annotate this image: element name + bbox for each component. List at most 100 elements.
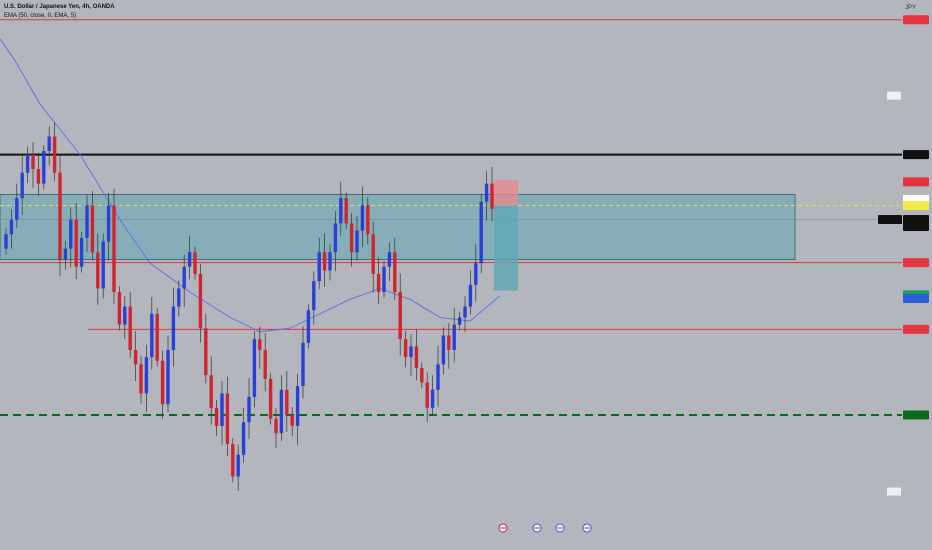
price-label-bg bbox=[903, 150, 929, 160]
candle-body bbox=[4, 234, 8, 249]
last-price-bg bbox=[903, 214, 929, 231]
candle-body bbox=[328, 252, 332, 271]
candle-body bbox=[387, 252, 392, 267]
candle-body bbox=[182, 266, 186, 289]
candle-body bbox=[252, 339, 257, 397]
candle-body bbox=[241, 422, 246, 455]
candle-body bbox=[490, 183, 494, 209]
event-markers[interactable] bbox=[498, 523, 592, 533]
low-tag-bg bbox=[887, 487, 901, 496]
candle-body bbox=[36, 169, 41, 184]
candle-body bbox=[166, 349, 170, 405]
candle-body bbox=[463, 306, 467, 318]
candle-body bbox=[123, 306, 127, 325]
candle-body bbox=[285, 389, 289, 416]
candle-body bbox=[474, 263, 478, 285]
candle-body bbox=[42, 151, 46, 184]
ema-polyline bbox=[0, 38, 501, 333]
candle-body bbox=[484, 183, 489, 202]
candle-body bbox=[187, 252, 192, 267]
candle-body bbox=[360, 205, 365, 231]
candle-body bbox=[214, 407, 219, 426]
candle-body bbox=[355, 230, 359, 253]
candle-body bbox=[90, 205, 95, 253]
candle-body bbox=[376, 274, 381, 293]
candle-body bbox=[366, 205, 370, 235]
price-label-bg bbox=[903, 410, 929, 420]
candle-body bbox=[74, 219, 78, 267]
candle-body bbox=[333, 223, 338, 253]
price-labels bbox=[878, 15, 929, 420]
candle-body bbox=[25, 154, 30, 173]
candle-body bbox=[409, 346, 413, 358]
candle-body bbox=[403, 339, 408, 358]
candle-body bbox=[279, 389, 284, 434]
candle-body bbox=[193, 252, 197, 274]
candle-body bbox=[52, 136, 57, 173]
candle-body bbox=[231, 443, 235, 477]
candle-body bbox=[117, 292, 122, 325]
candle-body bbox=[398, 292, 402, 340]
chart-title: U.S. Dollar / Japanese Yen, 4h, OANDA bbox=[4, 4, 115, 10]
candle-body bbox=[425, 382, 429, 408]
candle-body bbox=[236, 454, 240, 477]
candle-body bbox=[9, 219, 14, 235]
candle-body bbox=[20, 172, 24, 199]
candle-body bbox=[344, 198, 348, 224]
candle-body bbox=[436, 364, 440, 390]
candle-body bbox=[468, 284, 473, 307]
candle-body bbox=[317, 252, 321, 282]
price-label-bg bbox=[903, 201, 929, 211]
candle-body bbox=[139, 364, 143, 394]
horizontal-levels bbox=[0, 19, 902, 417]
candle-body bbox=[85, 205, 89, 238]
candle-body bbox=[58, 172, 62, 260]
candle-body bbox=[447, 335, 451, 350]
candle-body bbox=[441, 335, 446, 365]
candle-body bbox=[301, 342, 305, 387]
candle-body bbox=[263, 349, 267, 379]
support-resistance-zone bbox=[0, 194, 796, 260]
short-position-tool[interactable] bbox=[494, 179, 518, 291]
candle-body bbox=[382, 266, 386, 293]
symbol-tag-bg bbox=[878, 214, 902, 224]
candle-body bbox=[63, 248, 68, 260]
candle-body bbox=[160, 360, 165, 405]
candle-body bbox=[371, 234, 375, 274]
candle-body bbox=[452, 324, 456, 350]
candle-body bbox=[290, 415, 294, 426]
candle-body bbox=[414, 346, 419, 369]
candle-body bbox=[101, 241, 105, 289]
price-label-bg bbox=[903, 177, 929, 187]
candle-body bbox=[274, 418, 278, 434]
ema-line bbox=[0, 38, 501, 333]
indicator-label: EMA (50, close, 0, EMA, 5) bbox=[4, 13, 77, 19]
candle-body bbox=[420, 368, 424, 383]
take-profit-area bbox=[494, 205, 518, 291]
candle-body bbox=[393, 252, 397, 293]
candle-body bbox=[258, 339, 262, 350]
candle-body bbox=[171, 306, 176, 350]
price-label-bg bbox=[903, 324, 929, 334]
candle-body bbox=[198, 274, 203, 329]
high-tag-bg bbox=[887, 91, 901, 100]
candle-body bbox=[112, 205, 116, 293]
candle-body bbox=[430, 389, 435, 408]
price-axis[interactable]: JPY bbox=[887, 5, 916, 496]
candle-body bbox=[96, 252, 100, 289]
candle-body bbox=[295, 386, 300, 426]
candle-body bbox=[339, 198, 343, 224]
stop-loss-area bbox=[494, 179, 518, 206]
candle-body bbox=[69, 219, 73, 249]
price-label-bg bbox=[903, 293, 929, 303]
candle-body bbox=[177, 288, 181, 307]
candle-body bbox=[225, 393, 230, 444]
candle-body bbox=[47, 136, 51, 152]
candle-body bbox=[106, 205, 111, 242]
price-label-bg bbox=[903, 15, 929, 25]
candle-body bbox=[220, 393, 224, 426]
candle-body bbox=[247, 396, 251, 423]
candle-body bbox=[79, 237, 84, 267]
candle-body bbox=[457, 317, 462, 325]
